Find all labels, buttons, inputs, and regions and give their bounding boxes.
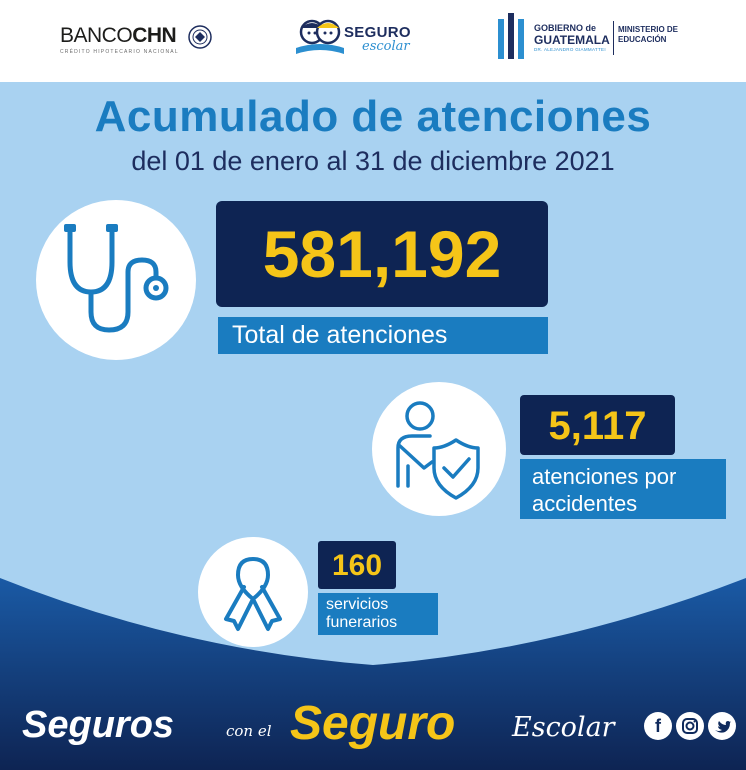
- gobierno-bars-icon: [498, 13, 524, 59]
- stethoscope-icon: [64, 224, 169, 333]
- total-value: 581,192: [216, 201, 548, 307]
- slogan-word-con-el: con el: [226, 722, 272, 740]
- twitter-icon[interactable]: [708, 712, 736, 740]
- banco-chn-logo: BANCOCHN CRÉDITO HIPOTECARIO NACIONAL: [60, 25, 212, 59]
- stethoscope-circle: [36, 200, 196, 360]
- footer-slogan: Seguros con el Seguro Escolar f: [0, 697, 746, 758]
- header-bar: BANCOCHN CRÉDITO HIPOTECARIO NACIONAL SE…: [0, 0, 746, 82]
- accident-circle: [372, 382, 506, 516]
- ribbon-icon: [224, 557, 282, 631]
- slogan-word-seguro: Seguro: [290, 697, 456, 750]
- funeral-value: 160: [318, 541, 396, 589]
- slogan-word-escolar: Escolar: [512, 712, 615, 743]
- total-label: Total de atenciones: [218, 317, 548, 354]
- funeral-circle: [198, 537, 308, 647]
- accidents-value: 5,117: [520, 395, 675, 455]
- injured-person-shield-icon: [396, 401, 480, 500]
- page-subtitle: del 01 de enero al 31 de diciembre 2021: [131, 146, 615, 176]
- accidents-label: atenciones por accidentes: [520, 459, 726, 519]
- instagram-icon[interactable]: [676, 712, 704, 740]
- students-book-icon: [296, 19, 344, 54]
- slogan-word-seguros: Seguros: [22, 704, 175, 746]
- seguro-escolar-logo: SEGURO escolar: [292, 14, 432, 62]
- gobierno-guatemala-logo: GOBIERNO de GUATEMALA DR. ALEJANDRO GIAM…: [496, 13, 696, 63]
- bottom-band: [0, 578, 746, 770]
- facebook-icon[interactable]: f: [644, 712, 672, 740]
- page-title: Acumulado de atenciones: [94, 92, 652, 141]
- funeral-label: servicios funerarios: [318, 593, 438, 635]
- banco-seal-icon: [188, 25, 212, 49]
